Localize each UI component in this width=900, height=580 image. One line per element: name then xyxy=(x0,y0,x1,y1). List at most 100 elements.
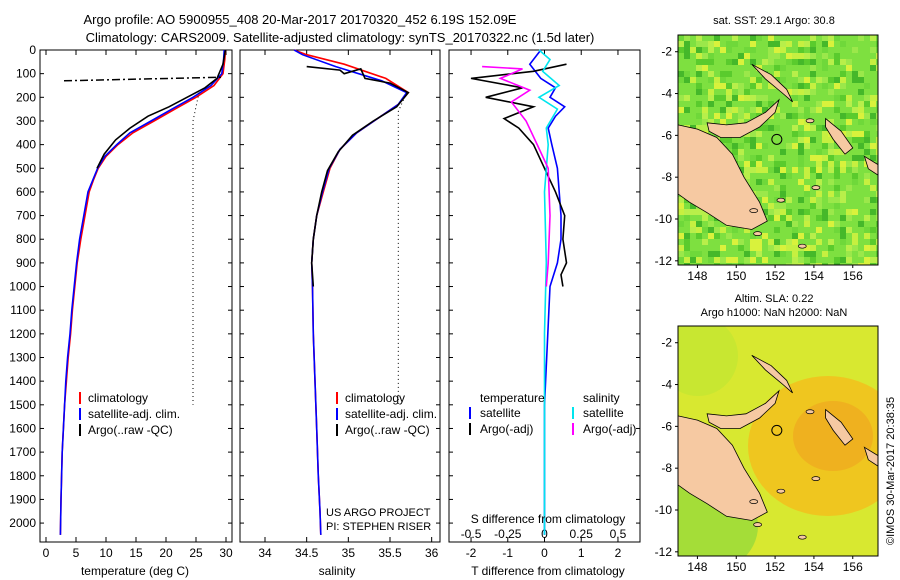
y-tick-label: 1800 xyxy=(9,469,36,483)
sla-map-title-1: Altim. SLA: 0.22 xyxy=(735,293,814,305)
map-y-tick-label: -10 xyxy=(655,212,673,226)
land-mass xyxy=(863,155,878,176)
x-tick-label: 1 xyxy=(578,546,585,560)
land-mass xyxy=(678,415,768,521)
y-tick-label: 100 xyxy=(16,67,36,81)
x-tick-label: -1 xyxy=(502,546,513,560)
difference-legend: temperature satellite Argo(-adj) salinit… xyxy=(469,391,636,436)
map-y-tick-label: -6 xyxy=(661,419,672,433)
island xyxy=(753,231,762,236)
y-tick-label: 500 xyxy=(16,161,36,175)
map-y-tick-label: -4 xyxy=(661,378,672,392)
map-y-tick-label: -10 xyxy=(655,503,673,517)
legend-temperature: temperature xyxy=(480,391,545,405)
x-tick-label: 2 xyxy=(615,546,622,560)
island xyxy=(776,488,786,494)
side-stamp: ©IMOS 30-Mar-2017 20:38:35 xyxy=(885,397,897,545)
y-tick-label: 600 xyxy=(16,185,36,199)
x-tick-label: -2 xyxy=(466,546,477,560)
map-y-tick-label: -2 xyxy=(661,336,672,350)
header-line1: Argo profile: AO 5900955_408 20-Mar-2017… xyxy=(84,12,517,27)
y-tick-label: 1600 xyxy=(9,421,36,435)
salinity-legend: climatology satellite-adj. clim. Argo(..… xyxy=(336,391,437,437)
x-tick-label: 25 xyxy=(189,546,203,560)
temperature-panel: 0 5 10 15 20 25 300100200300400500600700800900… xyxy=(9,43,233,560)
land-mass xyxy=(706,98,780,138)
map-x-tick-label: 150 xyxy=(726,560,746,574)
x-tick-label: 0 xyxy=(43,546,50,560)
island xyxy=(811,185,821,190)
header-line2: Climatology: CARS2009. Satellite-adjuste… xyxy=(86,30,595,45)
y-tick-label: 400 xyxy=(16,138,36,152)
map-x-tick-label: 152 xyxy=(765,269,785,283)
map-frame xyxy=(677,34,879,266)
x-tick-label: 15 xyxy=(129,546,143,560)
map-frame xyxy=(677,325,879,557)
sla-map: 148 150 152 154 156 -2 -4 -6 -8 -10 -12 xyxy=(655,325,879,574)
land-mass xyxy=(751,354,793,394)
map-x-tick-label: 156 xyxy=(843,560,863,574)
map-field xyxy=(678,326,878,556)
s-tick-label: 0.5 xyxy=(610,527,627,541)
salinity-panel: 34 34.5 35 35.5 36 xyxy=(239,49,441,560)
map-y-tick-label: -12 xyxy=(655,254,673,268)
x-tick-label: 36 xyxy=(425,546,439,560)
series-line-t-satellite xyxy=(528,49,566,535)
series-line-argo-raw-qc- xyxy=(306,65,410,287)
island xyxy=(753,522,762,527)
y-tick-label: 800 xyxy=(16,232,36,246)
map-y-tick-label: -8 xyxy=(661,461,672,475)
temperature-axis-label: temperature (deg C) xyxy=(81,564,189,578)
credit-line2: PI: STEPHEN RISER xyxy=(326,521,431,533)
difference-panel: -2 -1 0 1 2-0.5 -0.25 0 0.25 0.5 xyxy=(448,49,641,560)
y-tick-label: 1400 xyxy=(9,374,36,388)
s-diff-axis-label: S difference from climatology xyxy=(471,512,626,526)
salinity-axis-label: salinity xyxy=(319,564,356,578)
legend-t-argo: Argo(-adj) xyxy=(480,422,533,436)
legend-climatology: climatology xyxy=(345,391,405,405)
land-mass xyxy=(706,389,780,429)
x-tick-label: 0 xyxy=(541,546,548,560)
y-tick-label: 1000 xyxy=(9,280,36,294)
s-tick-label: -0.5 xyxy=(461,527,482,541)
island xyxy=(797,534,807,540)
map-y-tick-label: -4 xyxy=(661,87,672,101)
map-x-tick-label: 148 xyxy=(687,560,707,574)
map-x-tick-label: 154 xyxy=(804,560,824,574)
legend-s-satellite: satellite xyxy=(583,406,624,420)
map-y-tick-label: -12 xyxy=(655,545,673,559)
legend-argo: Argo(..raw -QC) xyxy=(88,423,173,437)
legend-argo: Argo(..raw -QC) xyxy=(345,423,430,437)
y-tick-label: 900 xyxy=(16,256,36,270)
island xyxy=(797,243,807,249)
y-tick-label: 2000 xyxy=(9,516,36,530)
land-mass xyxy=(825,408,854,446)
series-line-argo-dash-dot xyxy=(63,76,224,82)
island xyxy=(811,476,821,481)
series-line-dotted xyxy=(397,92,408,405)
y-tick-label: 300 xyxy=(16,114,36,128)
y-tick-label: 200 xyxy=(16,90,36,104)
y-tick-label: 1900 xyxy=(9,492,36,506)
series-line-t-argo xyxy=(470,63,568,287)
y-tick-label: 1200 xyxy=(9,327,36,341)
legend-t-satellite: satellite xyxy=(480,406,521,420)
map-y-tick-label: -2 xyxy=(661,45,672,59)
land-mass xyxy=(751,63,793,103)
island xyxy=(749,208,759,213)
y-tick-label: 0 xyxy=(29,43,36,57)
map-x-tick-label: 148 xyxy=(687,269,707,283)
sst-map: 148 150 152 154 156 -2 -4 -6 -8 -10 -12 xyxy=(655,34,879,283)
series-line-argo-raw-qc- xyxy=(96,49,227,169)
x-tick-label: 20 xyxy=(159,546,173,560)
legend-satellite: satellite-adj. clim. xyxy=(345,407,437,421)
x-tick-label: 35 xyxy=(342,546,356,560)
sla-map-title-2: Argo h1000: NaN h2000: NaN xyxy=(701,307,848,319)
x-tick-label: 34.5 xyxy=(295,546,319,560)
island xyxy=(805,409,815,415)
plot-frame xyxy=(239,49,441,543)
island xyxy=(805,118,815,124)
map-x-tick-label: 152 xyxy=(765,560,785,574)
map-x-tick-label: 154 xyxy=(804,269,824,283)
